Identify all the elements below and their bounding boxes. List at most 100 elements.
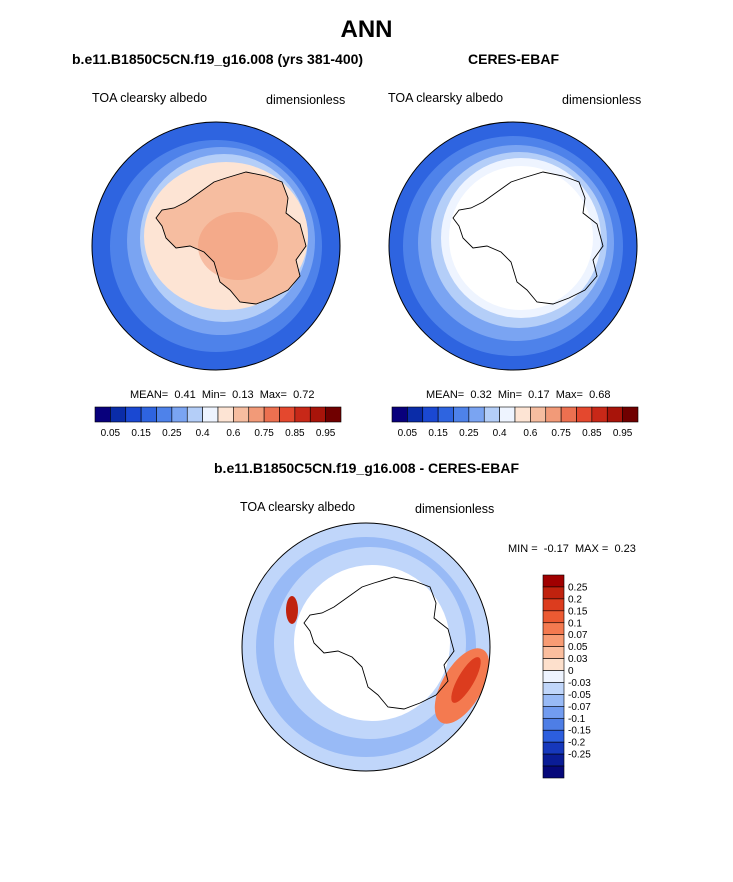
panel1-colorbar-swatch [309, 406, 326, 423]
panel2-colorbar-swatch [483, 406, 500, 423]
panel2-colorbar-swatch [576, 406, 593, 423]
panel3-max-label: MAX = [574, 543, 609, 555]
panel3-colorbar-tick-label: -0.07 [568, 702, 591, 713]
panel3-positive-core [451, 657, 481, 703]
panel2-colorbar-swatch [606, 406, 623, 423]
panel2-map-frame [388, 121, 638, 371]
panel3-stats: MIN = -0.17 MAX = 0.23 [508, 543, 636, 555]
panel3-variable-label: TOA clearsky albedo [240, 500, 356, 514]
panel3-peninsula-anomaly [286, 596, 298, 624]
panel3-colorbar-swatch [542, 622, 565, 636]
panel1-colorbar-swatch [217, 406, 234, 423]
panel3-colorbar-swatch [542, 753, 565, 767]
panel3-colorbar-tick-label: 0.1 [568, 618, 582, 629]
panel2-colorbar-tick-label: 0.95 [613, 428, 633, 439]
panel3-colorbar-tick-label: 0.03 [568, 654, 588, 665]
panel1-mean-value: 0.41 [174, 389, 196, 401]
panel2-colorbar-swatch [391, 406, 408, 423]
panel1-colorbar-tick-label: 0.05 [101, 428, 121, 439]
panel1-colorbar-swatch [263, 406, 280, 423]
panel1-colorbar-tick-label: 0.75 [254, 428, 274, 439]
panel3-colorbar-tick-label: 0.25 [568, 582, 588, 593]
panel1-colorbar-tick-label: 0.15 [131, 428, 151, 439]
panel1-colorbar-swatch [125, 406, 142, 423]
panel3-units-label: dimensionless [415, 502, 495, 516]
panel1-min-label: Min= [201, 389, 227, 401]
panel2-colorbar-swatch [499, 406, 516, 423]
panel3-colorbar-tick-label: 0.05 [568, 642, 588, 653]
panel2-noobs [449, 166, 593, 310]
panel3-colorbar-tick-label: -0.03 [568, 678, 591, 689]
panel3-min-label: MIN = [508, 543, 538, 555]
panel1-stats: MEAN= 0.41 Min= 0.13 Max= 0.72 [130, 389, 314, 401]
panel3-map-frame [241, 522, 491, 772]
panel3-colorbar-tick-label: 0.15 [568, 606, 588, 617]
panel3-map [242, 523, 490, 771]
panel1-colorbar-tick-label: 0.4 [196, 428, 210, 439]
panel1-colorbar-swatch [94, 406, 111, 423]
panel3-colorbar-tick-label: 0.07 [568, 630, 588, 641]
panel1-map-frame [91, 121, 341, 371]
panel3-colorbar-tick-label: -0.25 [568, 750, 591, 761]
panel3-colorbar-swatch [542, 717, 565, 731]
panel1-colorbar-swatch [156, 406, 173, 423]
panel2-units-label: dimensionless [562, 93, 642, 107]
panel3-colorbar-swatch [542, 634, 565, 647]
panel2-colorbar-swatch [422, 406, 439, 423]
panel2-colorbar-swatch [468, 406, 485, 423]
panel1-colorbar-tick-label: 0.25 [162, 428, 182, 439]
panel2-colorbar-tick-label: 0.05 [398, 428, 418, 439]
panel1-variable-label: TOA clearsky albedo [92, 91, 208, 105]
panel2-variable-label: TOA clearsky albedo [388, 91, 504, 105]
panel3-colorbar-swatch [542, 670, 565, 683]
panel1-colorbar-tick-label: 0.6 [226, 428, 240, 439]
panel1-map [92, 122, 340, 370]
panel3-colorbar-swatch [542, 586, 565, 600]
panel1-min-value: 0.13 [232, 389, 254, 401]
panel3-colorbar-tick-label: -0.15 [568, 726, 591, 737]
panel2-stats: MEAN= 0.32 Min= 0.17 Max= 0.68 [426, 389, 610, 401]
panel1-colorbar-swatch [325, 406, 342, 423]
panel1-colorbar-swatch [202, 406, 219, 423]
panel1-colorbar-swatch [140, 406, 157, 423]
panel3-colorbar-swatch [542, 646, 565, 659]
panel3-min-value: -0.17 [543, 543, 569, 555]
panel2-max-label: Max= [555, 389, 583, 401]
panel2-title: CERES-EBAF [468, 51, 560, 67]
panel3-colorbar-swatch [542, 729, 565, 743]
panel2-min-label: Min= [497, 389, 523, 401]
panel3-colorbar-swatch [542, 610, 565, 624]
panel2-min-value: 0.17 [528, 389, 550, 401]
panel1-max-value: 0.72 [293, 389, 315, 401]
panel3-colorbar-tick-label: -0.1 [568, 714, 586, 725]
panel2-colorbar-swatch [453, 406, 470, 423]
panel3-noobs [294, 565, 450, 721]
panel2-map [389, 122, 637, 370]
panel3-colorbar-tick-label: 0.2 [568, 594, 582, 605]
panel1-units-label: dimensionless [266, 93, 346, 107]
panel3-colorbar-swatch [542, 682, 565, 695]
panel2-colorbar-swatch [530, 406, 547, 423]
panel2-colorbar-tick-label: 0.25 [459, 428, 479, 439]
panel2-colorbar-swatch [560, 406, 577, 423]
panel3-colorbar-swatch [542, 706, 565, 719]
panel2-mean-label: MEAN= [426, 389, 465, 401]
panel3-colorbar-swatch [542, 741, 565, 755]
panel1-title: b.e11.B1850C5CN.f19_g16.008 (yrs 381-400… [72, 51, 364, 67]
panel2-colorbar-tick-label: 0.15 [428, 428, 448, 439]
panel2-colorbar: 0.05 0.15 0.25 0.4 0.6 0.75 0.85 0.95 [391, 406, 639, 439]
panel2-colorbar-tick-label: 0.6 [523, 428, 537, 439]
panel2-max-value: 0.68 [589, 389, 611, 401]
panel3-colorbar-tick-label: 0 [568, 666, 574, 677]
panel1-max-label: Max= [259, 389, 287, 401]
panel3-max-value: 0.23 [614, 543, 636, 555]
panel1-colorbar: 0.05 0.15 0.25 0.4 0.6 0.75 0.85 0.95 [94, 406, 342, 439]
panel2-colorbar-swatch [514, 406, 531, 423]
page-title: ANN [340, 16, 393, 43]
panel3-colorbar-swatch [542, 574, 565, 588]
panel1-plateau [198, 212, 278, 280]
panel3-colorbar-swatch [542, 694, 565, 707]
panel1-mean-label: MEAN= [130, 389, 169, 401]
panel3-colorbar-tick-label: -0.05 [568, 690, 591, 701]
